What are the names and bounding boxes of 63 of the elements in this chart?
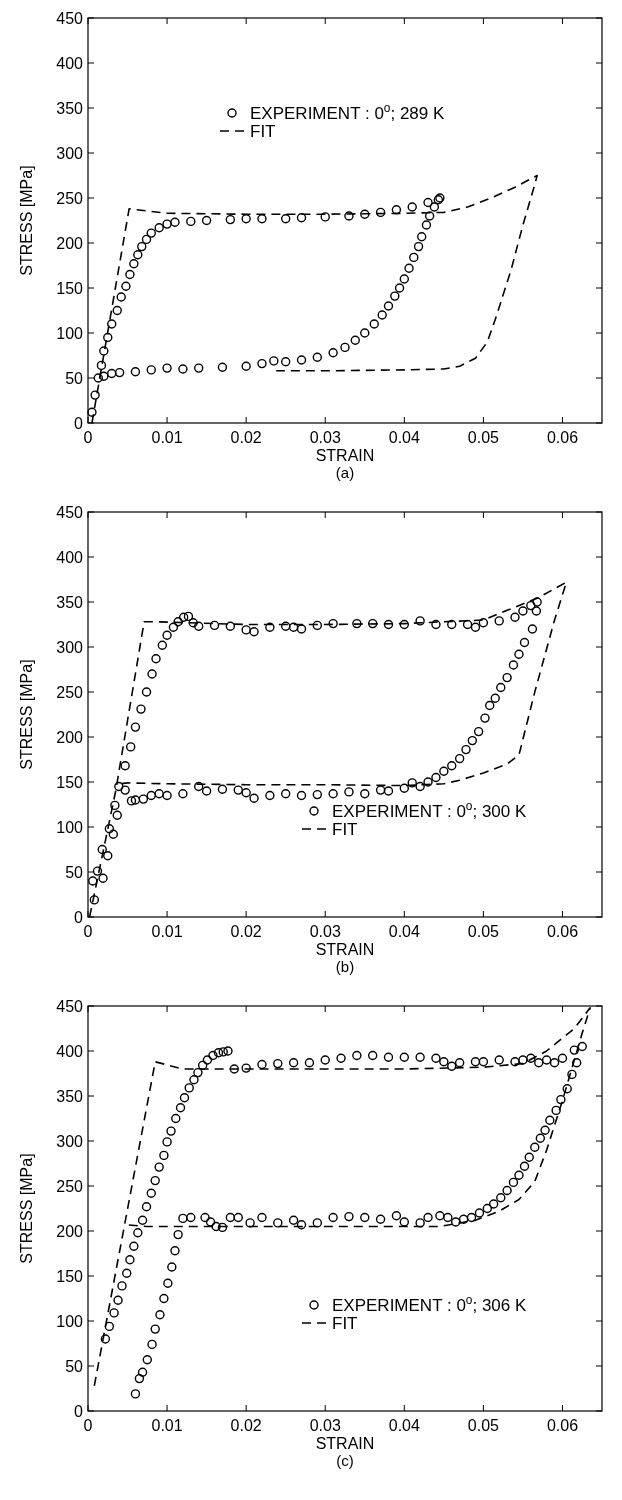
y-tick-label: 0 xyxy=(74,415,84,432)
legend-label: FIT xyxy=(332,1314,358,1333)
y-tick-label: 300 xyxy=(56,639,84,656)
y-axis-title: STRESS [MPa] xyxy=(18,1153,35,1264)
x-tick-label: 0.01 xyxy=(151,1417,183,1434)
x-tick-label: 0.02 xyxy=(230,1417,262,1434)
y-tick-label: 350 xyxy=(56,1088,84,1105)
x-tick-label: 0.03 xyxy=(309,923,341,940)
x-tick-label: 0.02 xyxy=(230,429,262,446)
y-tick-label: 450 xyxy=(56,10,84,27)
x-tick-label: 0.05 xyxy=(467,923,500,940)
y-tick-label: 200 xyxy=(56,235,84,252)
y-tick-label: 200 xyxy=(56,729,84,746)
text: (a) xyxy=(335,464,355,481)
y-tick-label: 300 xyxy=(56,1133,84,1150)
y-tick-label: 400 xyxy=(56,1043,84,1060)
y-tick-label: 400 xyxy=(56,549,84,566)
x-axis-title: STRAIN xyxy=(315,1435,375,1452)
y-tick-label: 350 xyxy=(56,100,84,117)
x-tick-label: 0.02 xyxy=(230,923,262,940)
x-axis-title: STRAIN xyxy=(315,447,375,464)
y-tick-label: 150 xyxy=(56,280,84,297)
legend-label: EXPERIMENT : 0$^{o}$; 289 K xyxy=(250,101,445,123)
y-tick-label: 250 xyxy=(56,190,84,207)
y-tick-label: 350 xyxy=(56,594,84,611)
y-tick-label: 0 xyxy=(74,1403,84,1420)
y-tick-label: 450 xyxy=(56,504,84,521)
y-axis-title: STRESS [MPa] xyxy=(18,659,35,770)
legend-label: EXPERIMENT : 0$^{o}$; 300 K xyxy=(332,799,527,821)
y-tick-label: 50 xyxy=(65,864,84,881)
y-tick-label: 450 xyxy=(56,998,84,1015)
y-tick-label: 50 xyxy=(65,1358,84,1375)
x-tick-label: 0.03 xyxy=(309,429,341,446)
y-axis-title: STRESS [MPa] xyxy=(18,165,35,276)
x-axis-title: STRAIN xyxy=(315,941,375,958)
y-tick-label: 400 xyxy=(56,55,84,72)
y-tick-label: 250 xyxy=(56,1178,84,1195)
legend-label: FIT xyxy=(250,122,276,141)
x-tick-label: 0.06 xyxy=(546,1417,579,1434)
y-tick-label: 150 xyxy=(56,1268,84,1285)
y-tick-label: 100 xyxy=(56,325,84,342)
legend-label: EXPERIMENT : 0$^{o}$; 306 K xyxy=(332,1293,527,1315)
legend-label: FIT xyxy=(332,820,358,839)
text: (b) xyxy=(335,958,355,975)
x-tick-label: 0.05 xyxy=(467,429,500,446)
y-tick-label: 200 xyxy=(56,1223,84,1240)
y-tick-label: 50 xyxy=(65,370,84,387)
x-tick-label: 0.04 xyxy=(388,429,420,446)
text: (c) xyxy=(336,1452,354,1469)
x-tick-label: 0.05 xyxy=(467,1417,500,1434)
x-tick-label: 0.06 xyxy=(546,429,579,446)
y-tick-label: 100 xyxy=(56,819,84,836)
x-tick-label: 0.01 xyxy=(151,923,183,940)
y-tick-label: 100 xyxy=(56,1313,84,1330)
y-tick-label: 0 xyxy=(74,909,84,926)
x-tick-label: 0.01 xyxy=(151,429,183,446)
y-tick-label: 150 xyxy=(56,774,84,791)
y-tick-label: 300 xyxy=(56,145,84,162)
x-tick-label: 0.04 xyxy=(388,923,420,940)
x-tick-label: 0.06 xyxy=(546,923,579,940)
x-tick-label: 0.03 xyxy=(309,1417,341,1434)
y-tick-label: 250 xyxy=(56,684,84,701)
x-tick-label: 0.04 xyxy=(388,1417,420,1434)
